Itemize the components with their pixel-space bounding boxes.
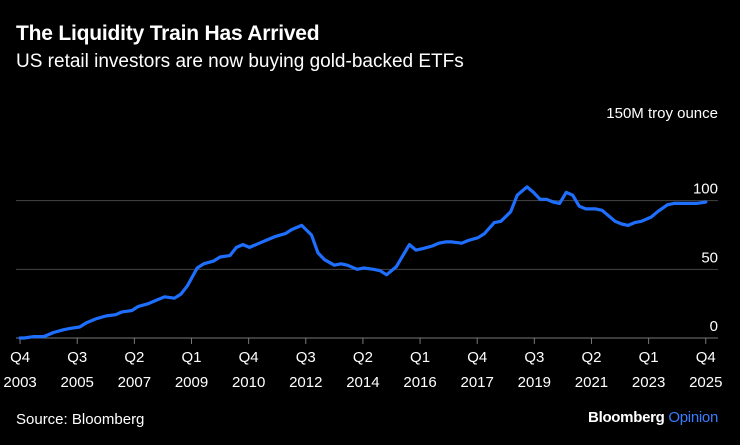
series-line-etf-holdings [18, 185, 708, 340]
y-axis-label: 150M troy ounce [606, 105, 718, 122]
x-tick-label-year: 2005 [61, 374, 94, 391]
x-tick-label-quarter: Q4 [10, 349, 30, 366]
x-tick-label-year: 2003 [3, 374, 36, 391]
x-tick-label-quarter: Q4 [467, 349, 487, 366]
x-tick-label-year: 2007 [118, 374, 151, 391]
x-tick-label-quarter: Q4 [239, 349, 259, 366]
y-tick-label-50: 50 [701, 249, 718, 266]
x-tick-label-year: 2025 [689, 374, 722, 391]
x-tick-label-year: 2014 [346, 374, 379, 391]
x-tick-label-year: 2017 [461, 374, 494, 391]
x-tick-label-quarter: Q1 [639, 349, 659, 366]
x-tick-label-quarter: Q2 [124, 349, 144, 366]
x-tick-label-quarter: Q3 [296, 349, 316, 366]
x-tick-label-quarter: Q3 [524, 349, 544, 366]
chart-title: The Liquidity Train Has Arrived [16, 22, 320, 45]
brand-logo: Bloomberg Opinion [588, 409, 718, 426]
x-tick-label-year: 2016 [403, 374, 436, 391]
x-tick-label-quarter: Q1 [410, 349, 430, 366]
x-tick-label-quarter: Q2 [353, 349, 373, 366]
x-tick-label-year: 2010 [232, 374, 265, 391]
x-tick-label-year: 2021 [575, 374, 608, 391]
chart-subtitle: US retail investors are now buying gold-… [16, 51, 464, 72]
x-tick-label-quarter: Q3 [67, 349, 87, 366]
x-tick-label-quarter: Q1 [181, 349, 201, 366]
brand-name: Bloomberg [588, 409, 665, 426]
x-tick-label-year: 2023 [632, 374, 665, 391]
y-tick-label-0: 0 [710, 318, 718, 335]
brand-product: Opinion [668, 409, 718, 426]
x-tick-label-quarter: Q4 [696, 349, 716, 366]
x-tick-label-quarter: Q2 [581, 349, 601, 366]
x-tick-label-year: 2012 [289, 374, 322, 391]
x-tick-label-year: 2019 [518, 374, 551, 391]
source-note: Source: Bloomberg [16, 411, 145, 428]
x-tick-label-year: 2009 [175, 374, 208, 391]
y-tick-label-100: 100 [693, 181, 718, 198]
